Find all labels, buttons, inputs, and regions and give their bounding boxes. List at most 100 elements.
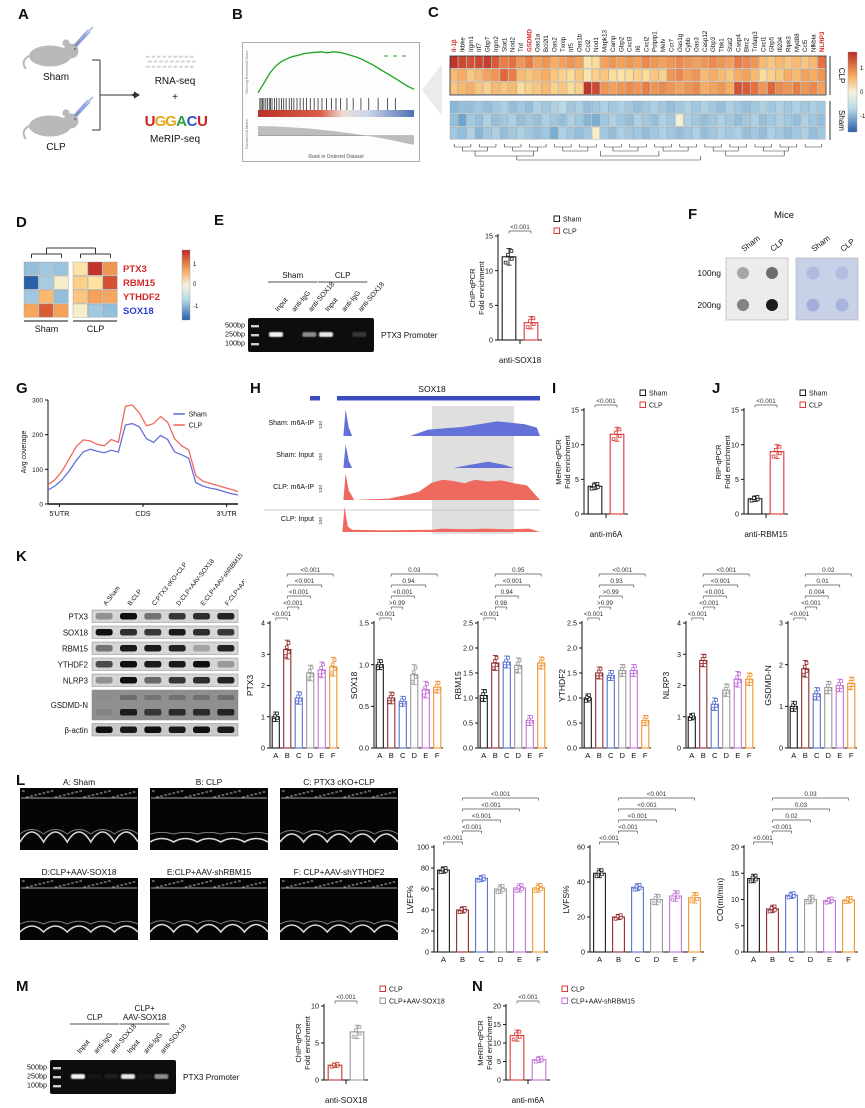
svg-text:1: 1 xyxy=(860,66,864,72)
svg-text:1.0: 1.0 xyxy=(567,694,577,703)
svg-text:A: A xyxy=(791,751,797,760)
svg-text:Ifi204: Ifi204 xyxy=(777,36,784,52)
svg-text:D: D xyxy=(826,751,832,760)
svg-text:ChIP-qPCR: ChIP-qPCR xyxy=(294,1023,303,1063)
svg-text:NLRP3: NLRP3 xyxy=(661,672,671,700)
svg-text:CLP: CLP xyxy=(649,402,663,409)
svg-text:Il6: Il6 xyxy=(635,45,642,52)
svg-text:D: D xyxy=(308,751,314,760)
svg-text:Sham: Input: Sham: Input xyxy=(276,452,314,459)
svg-text:1.0: 1.0 xyxy=(463,694,473,703)
panel-d: D PTX3 RBM15 YTHDF2 SOX18 Sham CLP 1 0 -1 xyxy=(16,214,216,356)
svg-text:5: 5 xyxy=(315,1039,319,1048)
svg-text:Mice: Mice xyxy=(774,210,794,221)
svg-text:>0.99: >0.99 xyxy=(597,600,613,607)
svg-text:<0.001: <0.001 xyxy=(756,398,776,405)
svg-text:CLP: CLP xyxy=(839,237,857,254)
panel-g: G 0 100 200 300 Avg coverage 5'UTR CDS 3'UTR Sha… xyxy=(16,380,251,538)
svg-text:E: E xyxy=(837,751,842,760)
svg-text:1.5: 1.5 xyxy=(463,669,473,678)
svg-text:10: 10 xyxy=(485,266,493,275)
svg-text:10: 10 xyxy=(731,440,739,449)
panel-e: E Sham CLP Input anti-IgG anti-SOX18 Input ant… xyxy=(214,212,466,364)
svg-text:D: D xyxy=(654,955,660,964)
svg-text:4: 4 xyxy=(677,619,681,628)
svg-text:<0.001: <0.001 xyxy=(491,791,511,798)
svg-text:Cybb: Cybb xyxy=(685,37,692,52)
svg-text:B:CLP: B:CLP xyxy=(127,588,144,607)
svg-text:CLP: CLP xyxy=(769,237,787,254)
svg-text:PTX3 Promoter: PTX3 Promoter xyxy=(183,1073,240,1082)
svg-text:Sham: Sham xyxy=(810,233,832,253)
svg-text:Ranked List Metric: Ranked List Metric xyxy=(245,119,249,149)
svg-text:A:Sham: A:Sham xyxy=(102,585,122,607)
svg-text:100: 100 xyxy=(417,843,429,852)
panel-h: H SOX18 Sham: m6A-IP 130 Sham: Input 100 CLP:… xyxy=(250,380,548,540)
svg-text:100: 100 xyxy=(318,517,324,525)
svg-text:500bp: 500bp xyxy=(225,321,245,330)
svg-text:CLP: CLP xyxy=(87,1013,103,1022)
svg-text:Rank in Ordered Dataset: Rank in Ordered Dataset xyxy=(308,154,364,160)
svg-text:<0.001: <0.001 xyxy=(772,824,792,831)
panel-c-label: C xyxy=(428,4,439,21)
svg-text:Oas1g: Oas1g xyxy=(677,33,684,52)
svg-text:0.0: 0.0 xyxy=(359,744,369,753)
svg-text:B: B xyxy=(616,955,621,964)
svg-text:CDS: CDS xyxy=(135,509,150,518)
svg-text:<0.001: <0.001 xyxy=(272,611,292,618)
western-blot-svg: A:Sham B:CLP C:PTX3 cKO+CLPD:CLP+AAV-SOX18… xyxy=(51,549,271,737)
svg-text:15: 15 xyxy=(571,406,579,415)
bar-chart-svg: 0 1 2 3 4 NLRP3 A B C D E F <0.001 <0.001 <0.001 <0.001… xyxy=(661,567,755,760)
svg-text:<0.001: <0.001 xyxy=(790,611,810,618)
svg-text:Avg coverage: Avg coverage xyxy=(21,431,28,474)
panel-c: C Il-1β Ikbke Irgm1 Irf7 Gbp7 Irgm2 Stat1 Nod2 T… xyxy=(422,4,865,206)
panel-k-label: K xyxy=(16,548,27,565)
svg-text:anti-m6A: anti-m6A xyxy=(590,530,623,539)
svg-text:0.03: 0.03 xyxy=(804,791,817,798)
svg-text:0.5: 0.5 xyxy=(567,719,577,728)
svg-text:SOX18: SOX18 xyxy=(123,306,154,317)
svg-text:F: F xyxy=(539,751,544,760)
panel-k: K A:Sham B:CLP C:PTX3 cKO+CLP D:CLP+AAV-SOX… xyxy=(16,548,271,768)
svg-text:0.95: 0.95 xyxy=(512,567,525,574)
svg-text:0.004: 0.004 xyxy=(809,589,825,596)
svg-text:CLP: CLP xyxy=(87,324,105,334)
svg-text:E: E xyxy=(423,751,428,760)
svg-text:F: F xyxy=(643,751,648,760)
chip-qpcr-sox18-oe-chart: 0 5 10 ChIP-qPCR Fold enrichment <0.001 anti-S… xyxy=(294,980,484,1106)
svg-text:Irf5: Irf5 xyxy=(568,43,575,52)
svg-text:SOX18: SOX18 xyxy=(418,384,446,394)
svg-text:Sham: m6A-IP: Sham: m6A-IP xyxy=(268,420,314,427)
svg-text:20: 20 xyxy=(493,1002,501,1011)
svg-text:+: + xyxy=(172,92,178,103)
svg-text:0: 0 xyxy=(779,744,783,753)
svg-text:G: G xyxy=(155,113,167,130)
svg-text:Irgm1: Irgm1 xyxy=(468,36,475,52)
svg-text:RBM15: RBM15 xyxy=(123,278,156,289)
svg-text:1.5: 1.5 xyxy=(359,619,369,628)
panel-i: I 0 5 10 15 MeRIP-qPCR Fold enrichment <0.001 a… xyxy=(552,380,712,542)
svg-text:Sham: Sham xyxy=(35,324,59,334)
svg-text:<0.001: <0.001 xyxy=(705,589,725,596)
svg-text:C: C xyxy=(712,751,718,760)
svg-text:<0.001: <0.001 xyxy=(801,600,821,607)
svg-text:Ripk3: Ripk3 xyxy=(785,36,792,52)
igv-svg: SOX18 Sham: m6A-IP 130 Sham: Input 100 CLP: m… xyxy=(264,384,540,534)
echo-grid-svg: A: Sham B: CLP C: PTX3 cKO+CLP D:CLP+AAV-SO… xyxy=(19,777,399,940)
svg-text:CLP: CLP xyxy=(563,228,577,235)
svg-text:G: G xyxy=(165,113,177,130)
svg-text:C: PTX3 cKO+CLP: C: PTX3 cKO+CLP xyxy=(303,777,375,787)
svg-text:200: 200 xyxy=(32,432,43,439)
svg-text:CLP+AAV-shRBM15: CLP+AAV-shRBM15 xyxy=(571,998,635,1005)
co-chart: 0 5 10 15 20 CO(ml/min) A B C D E F <0.001 <0.001 0.02… xyxy=(714,776,864,968)
svg-text:Sham: Sham xyxy=(809,390,827,397)
svg-text:<0.001: <0.001 xyxy=(688,611,708,618)
svg-text:<0.001: <0.001 xyxy=(289,589,309,596)
svg-text:F: F xyxy=(846,955,851,964)
svg-text:RBM15: RBM15 xyxy=(453,671,463,700)
igv-tracks: SOX18 Sham: m6A-IP 130 Sham: Input 100 CLP: m… xyxy=(250,382,548,540)
svg-text:F: CLP+AAV-shYTHDF2: F: CLP+AAV-shYTHDF2 xyxy=(294,867,385,877)
svg-text:C: C xyxy=(400,751,406,760)
